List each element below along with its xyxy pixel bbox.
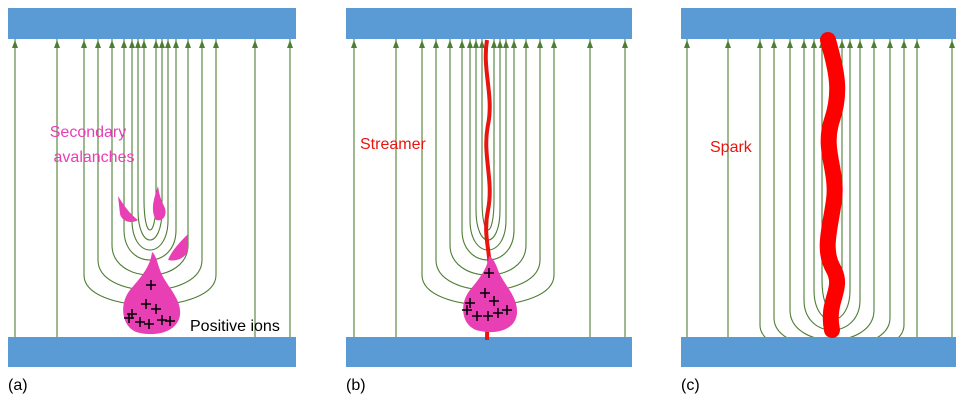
avalanche-head [463, 256, 517, 332]
arrowhead [141, 40, 147, 48]
arrowhead [287, 40, 293, 48]
avalanche-head [123, 252, 180, 334]
arrowhead [109, 40, 115, 48]
arrowhead [914, 40, 920, 48]
arrowhead [252, 40, 258, 48]
secondary-avalanche [153, 186, 166, 220]
panel-label: (a) [8, 377, 28, 394]
arrowhead [725, 40, 731, 48]
arrowhead [491, 40, 497, 48]
arrowhead [135, 40, 141, 48]
arrowhead [551, 40, 557, 48]
arrowhead [503, 40, 509, 48]
annotation: avalanches [54, 149, 135, 166]
arrowhead [811, 40, 817, 48]
arrowhead [839, 40, 845, 48]
arrowhead [199, 40, 205, 48]
arrowhead [467, 40, 473, 48]
arrowhead [433, 40, 439, 48]
arrowhead [419, 40, 425, 48]
arrowhead [473, 40, 479, 48]
arrowhead [95, 40, 101, 48]
secondary-avalanche [168, 234, 188, 261]
arrowhead [351, 40, 357, 48]
bottom-plate [8, 337, 296, 367]
arrowhead [447, 40, 453, 48]
arrowhead [801, 40, 807, 48]
arrowhead [185, 40, 191, 48]
panel-label: (c) [681, 377, 700, 394]
spark [828, 40, 838, 330]
arrowhead [847, 40, 853, 48]
arrowhead [153, 40, 159, 48]
arrowhead [165, 40, 171, 48]
arrowhead [887, 40, 893, 48]
arrowhead [159, 40, 165, 48]
arrowhead [479, 40, 485, 48]
arrowhead [537, 40, 543, 48]
figure: Secondary avalanches Positive ions Strea… [0, 0, 956, 403]
arrowhead [587, 40, 593, 48]
arrowhead [949, 40, 955, 48]
arrowhead [771, 40, 777, 48]
annotation: Secondary [50, 124, 127, 141]
annotation: Spark [710, 139, 753, 156]
arrowhead [121, 40, 127, 48]
arrowhead [511, 40, 517, 48]
arrowhead [129, 40, 135, 48]
arrowhead [213, 40, 219, 48]
arrowhead [173, 40, 179, 48]
arrowhead [901, 40, 907, 48]
panel-label: (b) [346, 377, 366, 394]
arrowhead [12, 40, 18, 48]
arrowhead [857, 40, 863, 48]
annotation: Streamer [360, 136, 426, 153]
bottom-plate [681, 337, 956, 367]
annotation: Positive ions [190, 318, 280, 335]
arrowhead [622, 40, 628, 48]
arrowhead [497, 40, 503, 48]
arrowhead [757, 40, 763, 48]
arrowhead [54, 40, 60, 48]
arrowhead [684, 40, 690, 48]
top-plate [8, 8, 296, 39]
arrowhead [81, 40, 87, 48]
arrowhead [787, 40, 793, 48]
avalanches [118, 186, 188, 334]
arrowhead [459, 40, 465, 48]
bottom-plate [346, 337, 632, 367]
arrowhead [523, 40, 529, 48]
top-plate [681, 8, 956, 39]
secondary-avalanche [118, 196, 138, 222]
arrowhead [871, 40, 877, 48]
arrowhead [393, 40, 399, 48]
top-plate [346, 8, 632, 39]
